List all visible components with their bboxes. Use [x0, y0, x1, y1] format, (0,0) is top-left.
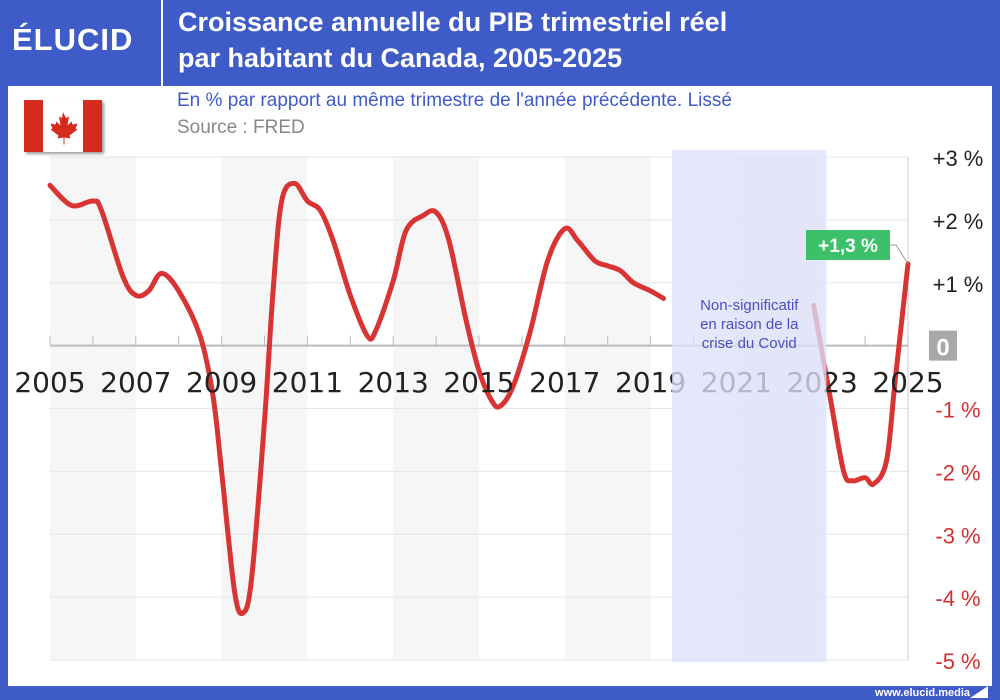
canada-flag-icon [24, 100, 102, 152]
y-tick-label: -2 % [935, 460, 980, 485]
header: ÉLUCID Croissance annuelle du PIB trimes… [0, 0, 1000, 86]
covid-band [672, 150, 827, 662]
y-tick-labels: +3 % +2 % +1 % 0 -1 % -2 % -3 % -4 % -5 % [929, 146, 983, 674]
y-tick-label: -5 % [935, 649, 980, 674]
x-tick-label: 2011 [272, 366, 343, 399]
x-tick-label: 2017 [529, 366, 600, 399]
series-lines [47, 180, 911, 617]
x-tick-label: 2005 [14, 366, 85, 399]
x-tick-label: 2007 [100, 366, 171, 399]
y-tick-label: +1 % [933, 272, 984, 297]
elucid-logo: ÉLUCID [12, 22, 134, 57]
last-value-label: +1,3 % [806, 230, 909, 265]
x-tick-label: 2025 [872, 366, 943, 399]
covid-annotation-line: Non-significatif [700, 297, 799, 314]
elucid-mark-icon [970, 686, 988, 698]
covid-annotation-line: crise du Covid [702, 335, 797, 352]
y-tick-label: +2 % [933, 209, 984, 234]
y-tick-label: -4 % [935, 586, 980, 611]
y-tick-label: 0 [936, 335, 949, 362]
zero-badge [929, 330, 957, 361]
footer-url: www.elucid.media [875, 687, 970, 699]
y-tick-label: -1 % [935, 398, 980, 423]
header-divider [161, 0, 163, 86]
last-value-text: +1,3 % [818, 236, 878, 257]
covid-annotation-line: en raison de la [700, 316, 799, 333]
title-line-1: Croissance annuelle du PIB trimestriel r… [178, 7, 728, 37]
x-tick-label: 2015 [443, 366, 514, 399]
label-leader-line [888, 244, 909, 265]
last-value-badge [806, 230, 890, 260]
y-tick-label: +3 % [933, 146, 984, 171]
chart-subtitle: En % par rapport au même trimestre de l'… [177, 90, 732, 111]
x-tick-label: 2009 [186, 366, 257, 399]
chart-title: Croissance annuelle du PIB trimestriel r… [178, 4, 727, 76]
x-tick-label: 2013 [358, 366, 429, 399]
chart-source: Source : FRED [177, 117, 305, 138]
x-tick-labels: 2005200720092011201320152017201920212023… [14, 366, 943, 399]
covid-annotation: Non-significatif en raison de la crise du … [700, 297, 799, 352]
y-tick-label: -3 % [935, 523, 980, 548]
series-line-post-covid [811, 261, 911, 488]
title-line-2: par habitant du Canada, 2005-2025 [178, 43, 623, 73]
series-line-pre-covid [47, 180, 666, 617]
